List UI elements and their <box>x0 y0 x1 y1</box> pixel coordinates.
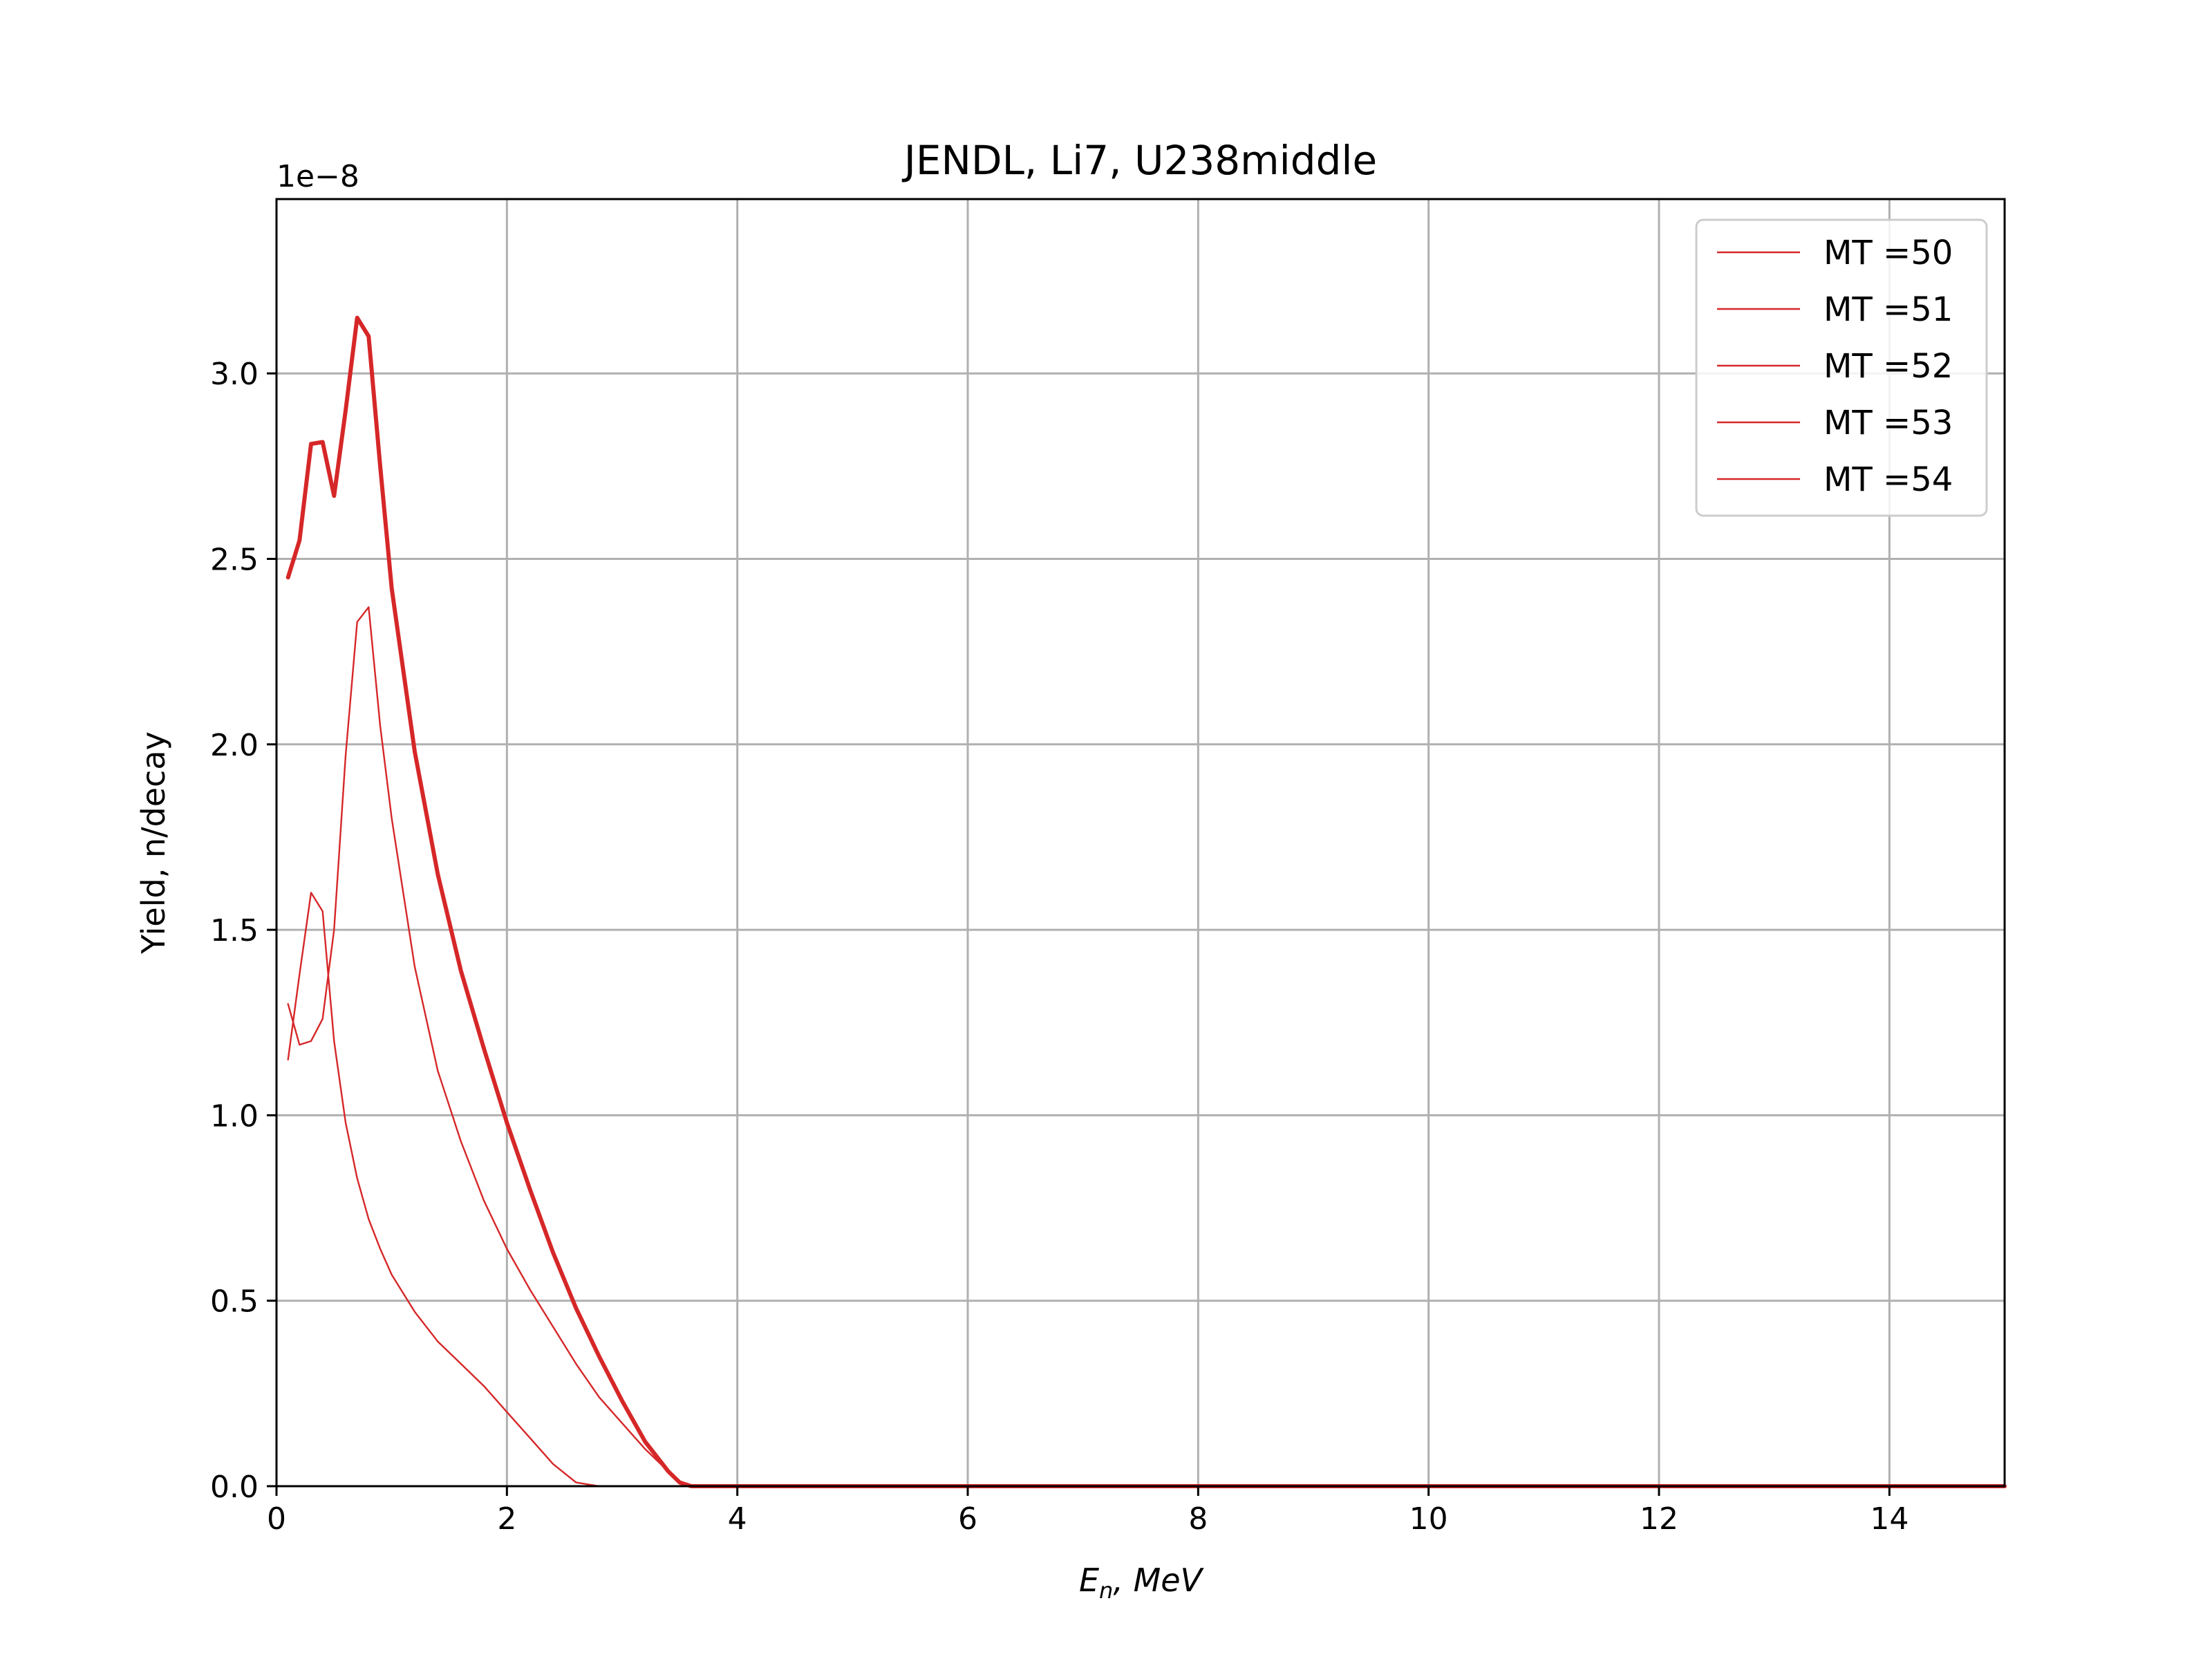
y-axis-label: Yield, n/decay <box>135 731 172 955</box>
y-tick-label: 0.0 <box>210 1470 259 1505</box>
x-tick-label: 0 <box>267 1501 286 1537</box>
y-tick-label: 0.5 <box>210 1284 259 1320</box>
y-offset-label: 1e−8 <box>276 159 359 194</box>
x-tick-label: 12 <box>1640 1501 1678 1537</box>
y-tick-label: 1.0 <box>210 1098 259 1134</box>
legend-label: MT =54 <box>1824 460 1953 499</box>
legend: MT =50 MT =51 MT =52 MT =53 MT =54 <box>1695 218 1988 517</box>
legend-entries: MT =50 MT =51 MT =52 MT =53 MT =54 <box>1717 234 1953 499</box>
x-tick-label: 4 <box>728 1501 747 1537</box>
x-axis-ticks: 0 2 4 6 8 10 12 14 <box>267 1486 1909 1537</box>
chart-title: JENDL, Li7, U238middle <box>902 137 1377 184</box>
x-tick-label: 14 <box>1870 1501 1909 1537</box>
y-axis-ticks: 0.0 0.5 1.0 1.5 2.0 2.5 3.0 <box>210 357 276 1505</box>
x-axis-label-sub: n <box>1099 1577 1113 1604</box>
x-tick-label: 10 <box>1409 1501 1448 1537</box>
legend-label: MT =52 <box>1824 347 1953 386</box>
x-tick-label: 8 <box>1188 1501 1208 1537</box>
x-tick-label: 2 <box>497 1501 516 1537</box>
y-tick-label: 3.0 <box>210 357 259 392</box>
y-tick-label: 2.0 <box>210 728 259 763</box>
x-axis-label: En, MeV <box>1079 1562 1205 1604</box>
x-tick-label: 6 <box>958 1501 977 1537</box>
legend-label: MT =50 <box>1824 234 1953 272</box>
x-axis-label-rest: , MeV <box>1113 1562 1204 1599</box>
x-axis-label-main: E <box>1079 1562 1099 1599</box>
legend-label: MT =51 <box>1824 290 1953 329</box>
legend-label: MT =53 <box>1824 404 1953 442</box>
plot-frame <box>275 198 2006 1488</box>
y-tick-label: 1.5 <box>210 913 259 948</box>
legend-box <box>1695 218 1988 517</box>
y-tick-label: 2.5 <box>210 543 259 578</box>
